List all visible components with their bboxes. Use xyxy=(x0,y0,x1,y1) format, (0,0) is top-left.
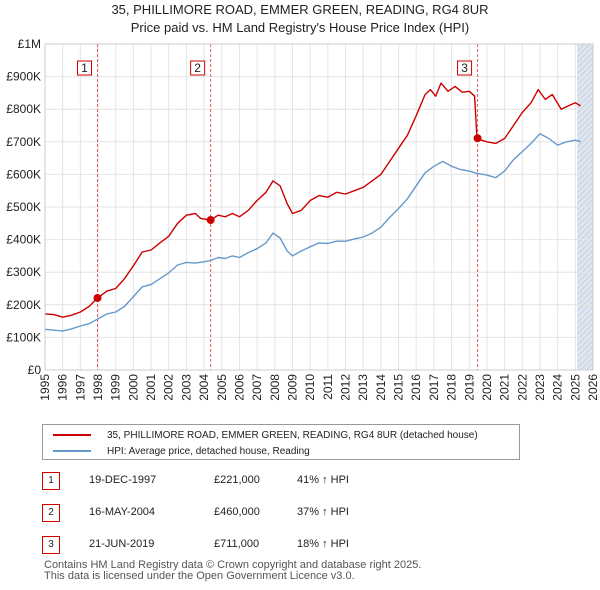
legend-item-property: 35, PHILLIMORE ROAD, EMMER GREEN, READIN… xyxy=(53,427,478,443)
x-tick-label: 1997 xyxy=(73,374,87,401)
x-tick-label: 1996 xyxy=(56,374,70,401)
footer-notice: Contains HM Land Registry data © Crown c… xyxy=(44,560,584,582)
y-tick-label: £300K xyxy=(6,265,41,279)
price-chart: 1 2 3 £0 £100K £200K £300K £400K £500K £600K £700… xyxy=(6,37,600,401)
x-tick-label: 2002 xyxy=(162,374,176,401)
x-tick-label: 2016 xyxy=(409,374,423,401)
sale-label-number: 3 xyxy=(461,61,468,75)
x-tick-label: 2011 xyxy=(321,374,335,400)
sale-row: 1 19-DEC-1997 £221,000 41% ↑ HPI xyxy=(42,472,562,490)
sale-price: £460,000 xyxy=(214,506,260,518)
sale-label-number: 1 xyxy=(81,61,88,75)
sale-row: 2 16-MAY-2004 £460,000 37% ↑ HPI xyxy=(42,504,562,522)
x-tick-label: 2001 xyxy=(144,374,158,401)
sale-date: 21-JUN-2019 xyxy=(89,538,155,550)
x-tick-label: 2021 xyxy=(498,374,512,401)
y-tick-label: £200K xyxy=(6,298,41,312)
y-tick-label: £800K xyxy=(6,102,41,116)
y-tick-label: £1M xyxy=(18,37,41,51)
x-tick-label: 2020 xyxy=(480,374,494,401)
x-tick-label: 2013 xyxy=(356,374,370,401)
sale-label-box xyxy=(77,60,93,76)
property-price-line xyxy=(44,82,581,318)
x-tick-label: 2018 xyxy=(445,374,459,401)
y-tick-label: £0 xyxy=(28,363,42,377)
legend-label-property: 35, PHILLIMORE ROAD, EMMER GREEN, READIN… xyxy=(107,429,478,441)
x-tick-label: 2014 xyxy=(374,374,388,401)
x-tick-label: 2007 xyxy=(250,374,264,401)
x-tick-label: 2019 xyxy=(462,374,476,401)
x-tick-label: 2008 xyxy=(268,374,282,401)
sale-price: £221,000 xyxy=(214,474,260,486)
y-tick-label: £700K xyxy=(6,135,41,149)
x-tick-label: 2005 xyxy=(215,374,229,401)
x-tick-label: 2012 xyxy=(339,374,353,401)
sale-label-number: 2 xyxy=(194,61,201,75)
legend-swatch-hpi xyxy=(53,450,91,452)
sale-point xyxy=(206,216,215,225)
footer-license: This data is licensed under the Open Gov… xyxy=(44,570,355,582)
legend-item-hpi: HPI: Average price, detached house, Read… xyxy=(53,443,310,459)
x-tick-label: 2006 xyxy=(232,374,246,401)
chart-legend: 35, PHILLIMORE ROAD, EMMER GREEN, READIN… xyxy=(42,424,520,460)
x-tick-label: 2009 xyxy=(285,374,299,401)
x-tick-label: 2004 xyxy=(197,374,211,401)
sale-hpi-change: 18% ↑ HPI xyxy=(297,538,349,550)
x-tick-label: 2025 xyxy=(568,374,582,401)
sale-number-badge: 1 xyxy=(42,472,60,490)
x-tick-label: 2000 xyxy=(126,374,140,401)
chart-title: 35, PHILLIMORE ROAD, EMMER GREEN, READIN… xyxy=(111,2,489,17)
sale-number-badge: 2 xyxy=(42,504,60,522)
sale-point xyxy=(473,134,482,143)
y-tick-label: £500K xyxy=(6,200,41,214)
sale-point xyxy=(93,293,102,302)
x-tick-label: 2017 xyxy=(427,374,441,401)
sale-date: 16-MAY-2004 xyxy=(89,506,156,518)
y-tick-label: £900K xyxy=(6,70,41,84)
plot-frame xyxy=(44,43,594,371)
x-tick-label: 2026 xyxy=(586,374,600,401)
x-tick-label: 2024 xyxy=(551,374,565,401)
footer-copyright: Contains HM Land Registry data © Crown c… xyxy=(44,559,422,571)
sale-hpi-change: 37% ↑ HPI xyxy=(297,506,349,518)
x-tick-label: 1999 xyxy=(109,374,123,401)
x-tick-label: 2003 xyxy=(179,374,193,401)
x-tick-label: 2023 xyxy=(533,374,547,401)
hpi-line xyxy=(44,133,581,332)
x-tick-label: 1998 xyxy=(91,374,105,401)
legend-swatch-property xyxy=(53,434,91,436)
sale-hpi-change: 41% ↑ HPI xyxy=(297,474,349,486)
x-tick-label: 2010 xyxy=(303,374,317,401)
y-tick-label: £100K xyxy=(6,330,41,344)
y-tick-label: £400K xyxy=(6,233,41,247)
sale-row: 3 21-JUN-2019 £711,000 18% ↑ HPI xyxy=(42,536,562,554)
sale-label-box xyxy=(457,60,473,76)
y-tick-label: £600K xyxy=(6,167,41,181)
sale-price: £711,000 xyxy=(214,538,260,550)
chart-subtitle: Price paid vs. HM Land Registry's House … xyxy=(130,20,470,35)
x-tick-label: 2015 xyxy=(392,374,406,401)
sale-number-badge: 3 xyxy=(42,536,60,554)
legend-label-hpi: HPI: Average price, detached house, Read… xyxy=(107,445,310,457)
x-tick-label: 2022 xyxy=(515,374,529,401)
sale-label-box xyxy=(190,60,206,76)
x-tick-label: 1995 xyxy=(38,374,52,401)
sale-date: 19-DEC-1997 xyxy=(89,474,157,486)
